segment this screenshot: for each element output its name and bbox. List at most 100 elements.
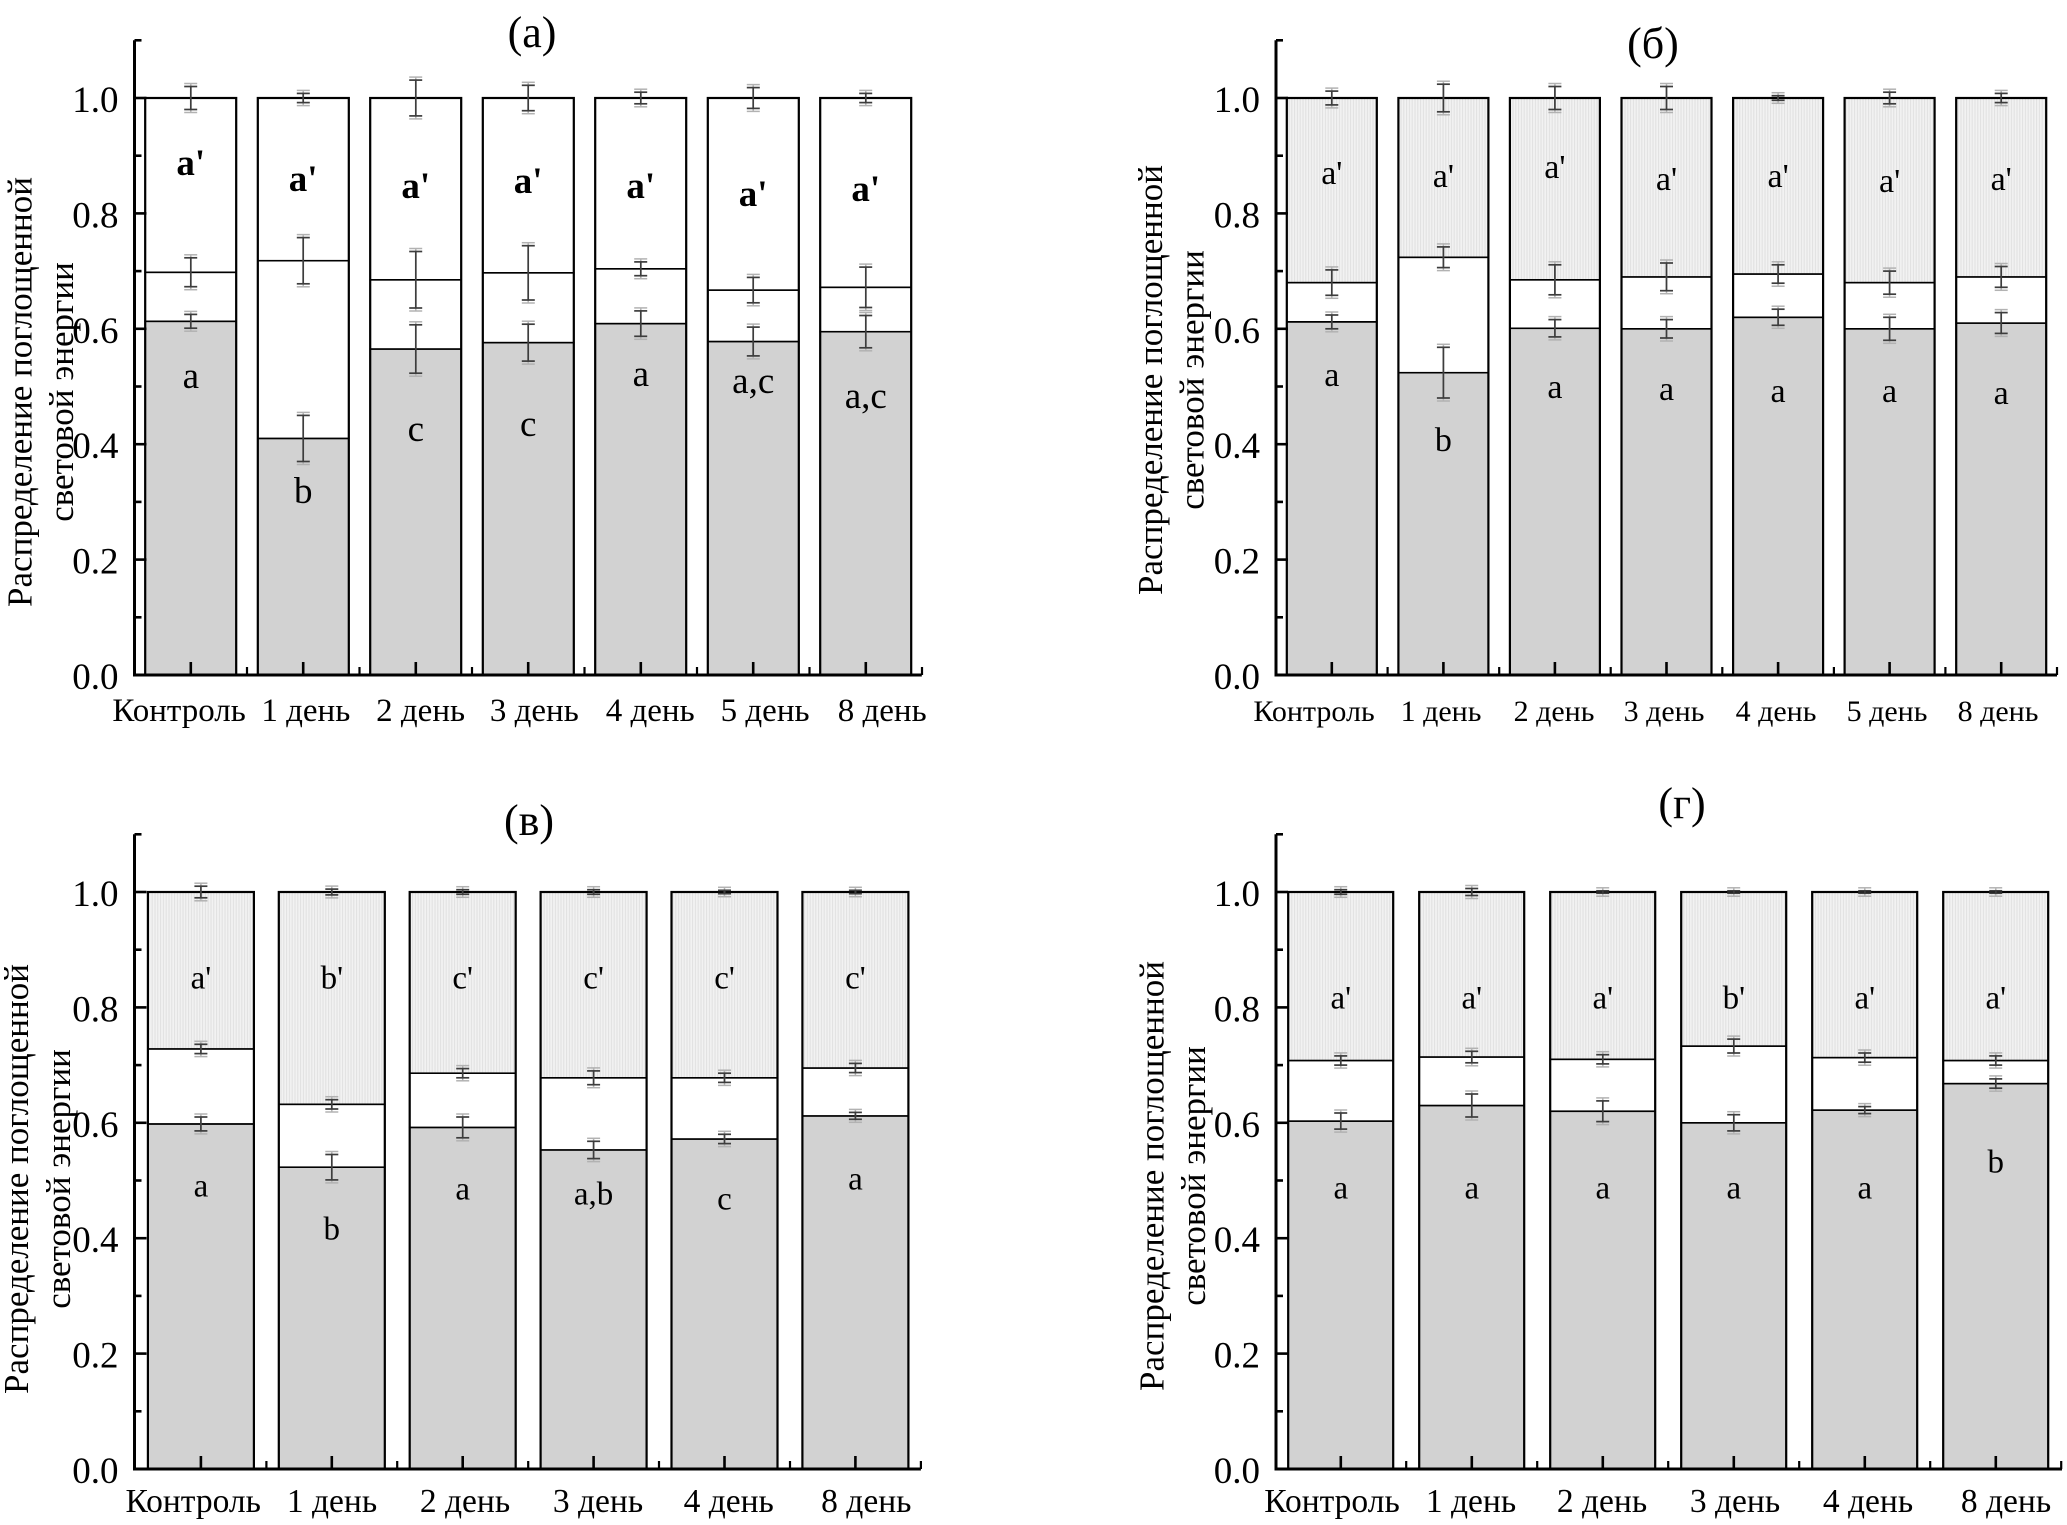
svg-text:c': c' — [452, 961, 473, 997]
svg-text:Распределение поглощенной: Распределение поглощенной — [1131, 165, 1170, 595]
svg-text:b: b — [1435, 422, 1452, 459]
svg-text:a': a' — [514, 161, 543, 202]
svg-text:4 день: 4 день — [1823, 1483, 1913, 1520]
svg-text:0.8: 0.8 — [1214, 195, 1260, 236]
svg-text:0.4: 0.4 — [1214, 1220, 1260, 1261]
svg-text:0.6: 0.6 — [1214, 1105, 1260, 1146]
svg-text:2 день: 2 день — [1557, 1483, 1647, 1520]
svg-text:Распределение поглощенной: Распределение поглощенной — [0, 177, 39, 607]
svg-text:0.4: 0.4 — [1214, 426, 1260, 467]
svg-text:a: a — [1659, 371, 1674, 408]
svg-text:4 день: 4 день — [606, 693, 695, 729]
svg-text:a': a' — [1462, 981, 1483, 1017]
svg-text:1 день: 1 день — [1426, 1483, 1516, 1520]
svg-text:4 день: 4 день — [1736, 695, 1817, 728]
svg-text:0.0: 0.0 — [1214, 1451, 1260, 1492]
svg-text:a': a' — [739, 174, 768, 215]
svg-text:1 день: 1 день — [287, 1483, 377, 1520]
svg-text:c: c — [408, 409, 424, 450]
svg-text:a: a — [1726, 1171, 1741, 1207]
svg-text:1.0: 1.0 — [72, 874, 118, 915]
svg-text:a,b: a,b — [574, 1177, 613, 1213]
svg-text:0.2: 0.2 — [72, 1336, 118, 1377]
svg-text:(в): (в) — [504, 796, 554, 845]
svg-text:0.8: 0.8 — [72, 195, 118, 236]
svg-text:0.4: 0.4 — [72, 1220, 118, 1261]
svg-text:a: a — [183, 356, 199, 397]
svg-text:a': a' — [1986, 981, 2007, 1017]
svg-text:b': b' — [1723, 981, 1745, 1017]
svg-text:3 день: 3 день — [490, 693, 579, 729]
svg-text:1.0: 1.0 — [1214, 80, 1260, 121]
svg-text:a,c: a,c — [845, 376, 887, 417]
svg-text:0.6: 0.6 — [72, 311, 118, 352]
svg-text:a': a' — [1656, 161, 1677, 198]
svg-text:5 день: 5 день — [1847, 695, 1928, 728]
svg-text:Распределение поглощенной: Распределение поглощенной — [0, 964, 36, 1394]
svg-text:Распределение поглощенной: Распределение поглощенной — [1133, 961, 1172, 1391]
svg-text:Контроль: Контроль — [125, 1483, 260, 1520]
svg-text:0.6: 0.6 — [72, 1105, 118, 1146]
svg-text:0.0: 0.0 — [72, 1451, 118, 1492]
svg-text:a': a' — [851, 169, 880, 210]
svg-text:a: a — [633, 354, 649, 395]
svg-text:3 день: 3 день — [553, 1483, 643, 1520]
svg-text:4 день: 4 день — [684, 1483, 774, 1520]
svg-text:a: a — [1464, 1171, 1479, 1207]
svg-text:a': a' — [176, 143, 205, 184]
svg-text:(г): (г) — [1658, 779, 1705, 828]
svg-text:2 день: 2 день — [376, 693, 465, 729]
svg-text:световой энергии: световой энергии — [1173, 250, 1212, 510]
svg-text:3 день: 3 день — [1624, 695, 1705, 728]
svg-text:a: a — [1882, 373, 1897, 410]
svg-text:2 день: 2 день — [420, 1483, 510, 1520]
svg-text:световой энергии: световой энергии — [39, 1049, 78, 1309]
svg-text:световой энергии: световой энергии — [42, 262, 81, 522]
svg-text:0.2: 0.2 — [1214, 1336, 1260, 1377]
svg-text:b: b — [294, 471, 313, 512]
svg-text:a': a' — [626, 166, 655, 207]
svg-text:a: a — [848, 1162, 863, 1198]
svg-text:(а): (а) — [508, 8, 557, 57]
svg-text:a': a' — [1321, 155, 1342, 192]
svg-text:Контроль: Контроль — [1253, 695, 1374, 728]
svg-text:0.0: 0.0 — [72, 657, 118, 698]
svg-text:a': a' — [401, 166, 430, 207]
svg-text:1 день: 1 день — [1401, 695, 1482, 728]
svg-text:a': a' — [1593, 981, 1614, 1017]
svg-text:a: a — [1857, 1171, 1872, 1207]
svg-text:0.6: 0.6 — [1214, 311, 1260, 352]
svg-text:a': a' — [1433, 158, 1454, 195]
svg-text:Контроль: Контроль — [1264, 1483, 1399, 1520]
svg-text:1 день: 1 день — [261, 693, 350, 729]
svg-text:a': a' — [1855, 981, 1876, 1017]
svg-text:a': a' — [289, 159, 318, 200]
svg-text:(б): (б) — [1627, 19, 1679, 68]
svg-text:a': a' — [1879, 163, 1900, 200]
svg-text:a: a — [455, 1172, 470, 1208]
svg-text:0.8: 0.8 — [1214, 989, 1260, 1030]
svg-text:b': b' — [321, 961, 343, 997]
svg-text:0.8: 0.8 — [72, 989, 118, 1030]
svg-text:a': a' — [1767, 158, 1788, 195]
svg-text:5 день: 5 день — [721, 693, 810, 729]
svg-text:a': a' — [191, 961, 212, 997]
svg-text:8 день: 8 день — [838, 693, 927, 729]
svg-text:8 день: 8 день — [1961, 1483, 2051, 1520]
svg-text:a: a — [1547, 369, 1562, 406]
svg-text:3 день: 3 день — [1690, 1483, 1780, 1520]
svg-text:0.2: 0.2 — [1214, 542, 1260, 583]
svg-text:c': c' — [714, 961, 735, 997]
svg-text:c: c — [717, 1182, 732, 1218]
svg-text:a: a — [1994, 375, 2009, 412]
svg-text:0.2: 0.2 — [72, 542, 118, 583]
svg-text:2 день: 2 день — [1514, 695, 1595, 728]
svg-text:0.0: 0.0 — [1214, 657, 1260, 698]
svg-text:Контроль: Контроль — [112, 693, 245, 729]
svg-text:b: b — [1988, 1145, 2005, 1181]
svg-text:a': a' — [1544, 149, 1565, 186]
svg-text:a': a' — [1991, 161, 2012, 198]
svg-text:8 день: 8 день — [821, 1483, 911, 1520]
svg-text:1.0: 1.0 — [1214, 874, 1260, 915]
svg-text:a,c: a,c — [732, 361, 774, 402]
